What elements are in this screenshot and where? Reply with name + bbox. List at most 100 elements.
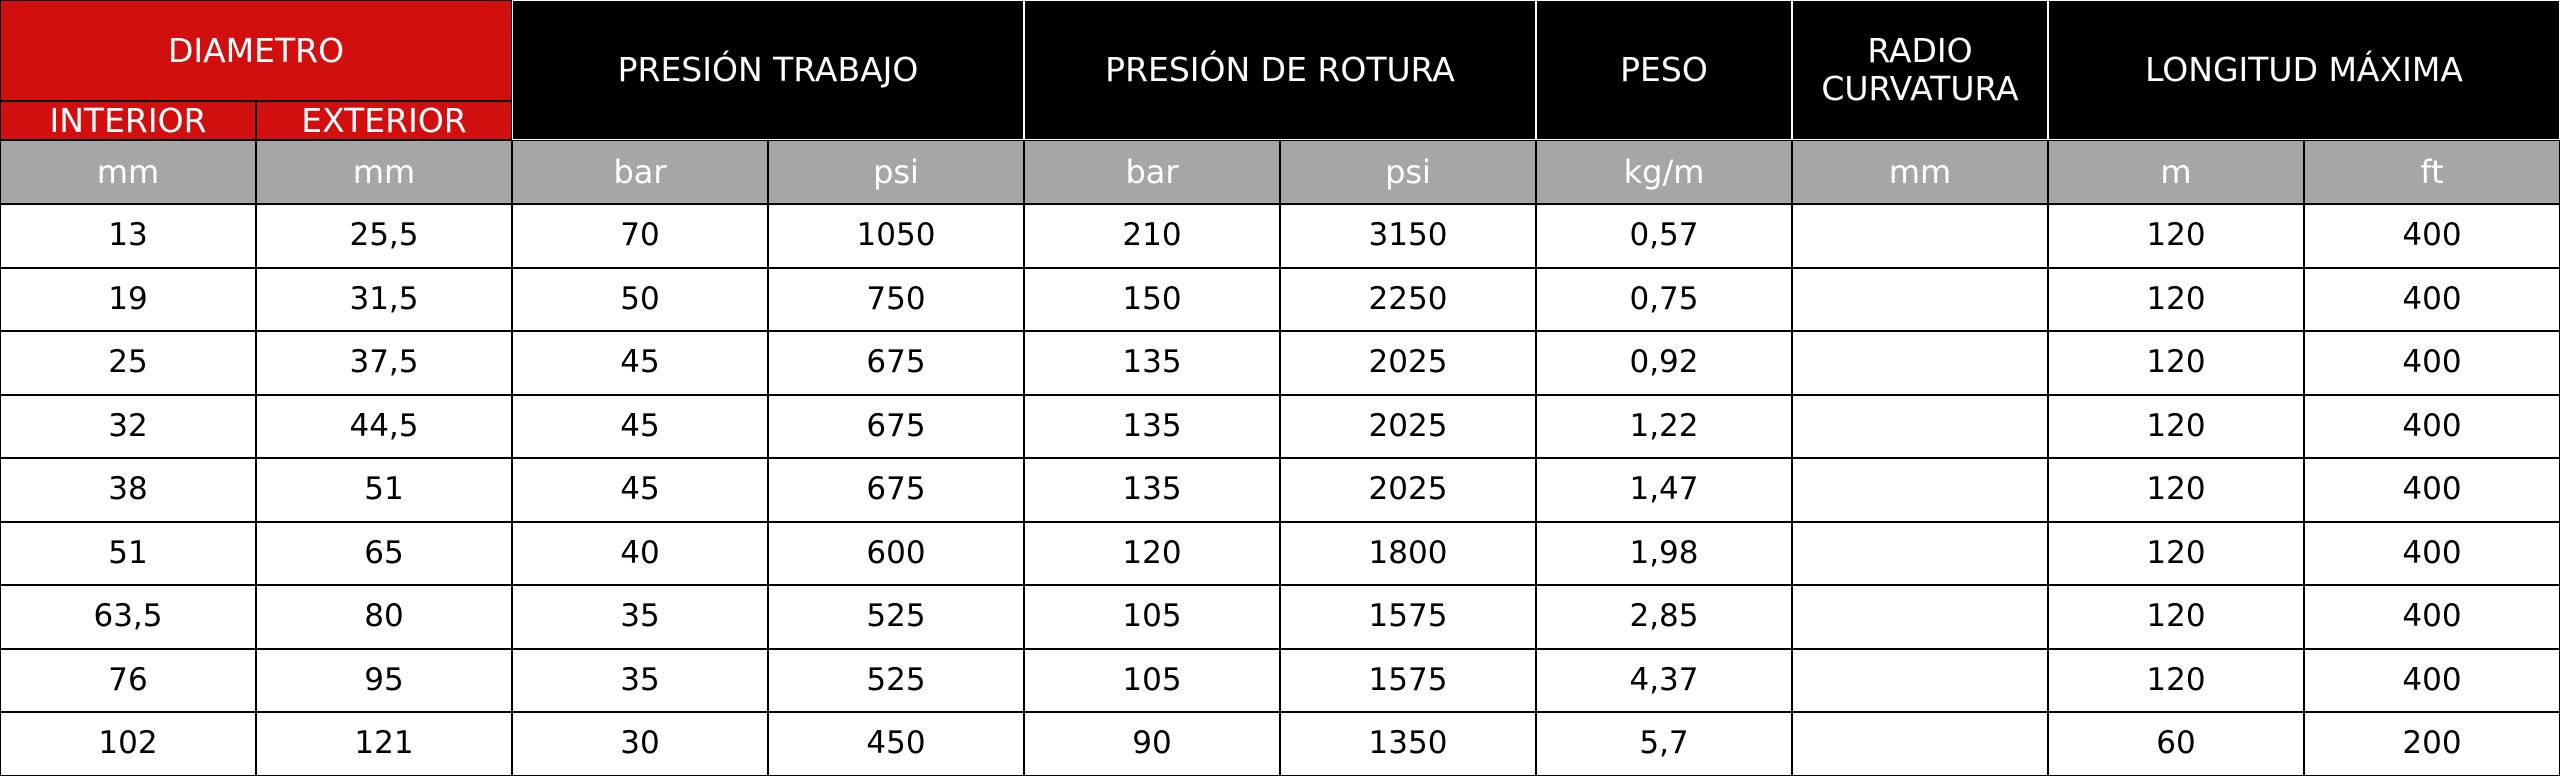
data-cell: 30 (512, 712, 768, 776)
data-cell: 105 (1024, 585, 1280, 649)
data-cell: 750 (768, 267, 1024, 332)
data-cell: 3150 (1280, 204, 1536, 268)
data-cell: 38 (0, 458, 256, 522)
data-cell: 65 (256, 521, 512, 586)
data-cell: 210 (1024, 204, 1280, 268)
group-header: PRESIÓN TRABAJO (512, 0, 1024, 140)
unit-cell: bar (512, 140, 768, 204)
data-cell: 120 (2048, 204, 2304, 268)
data-cell (1792, 712, 2048, 776)
data-cell: 135 (1024, 458, 1280, 522)
data-cell: 102 (0, 712, 256, 776)
data-cell: 2025 (1280, 331, 1536, 395)
data-cell: 120 (1024, 521, 1280, 586)
data-cell: 25 (0, 331, 256, 395)
data-cell: 2025 (1280, 458, 1536, 522)
data-cell: 63,5 (0, 585, 256, 649)
data-cell (1792, 521, 2048, 586)
data-cell: 200 (2304, 712, 2560, 776)
data-cell: 50 (512, 267, 768, 332)
data-cell: 135 (1024, 394, 1280, 459)
data-cell (1792, 331, 2048, 395)
data-cell: 121 (256, 712, 512, 776)
data-cell: 400 (2304, 458, 2560, 522)
data-cell: 0,92 (1536, 331, 1792, 395)
unit-cell: mm (0, 140, 256, 204)
data-cell: 400 (2304, 648, 2560, 713)
data-cell: 19 (0, 267, 256, 332)
data-cell: 675 (768, 458, 1024, 522)
group-header: RADIO CURVATURA (1792, 0, 2048, 140)
data-cell: 400 (2304, 267, 2560, 332)
data-cell: 0,57 (1536, 204, 1792, 268)
data-cell: 31,5 (256, 267, 512, 332)
data-cell: 40 (512, 521, 768, 586)
data-cell: 45 (512, 331, 768, 395)
data-cell (1792, 648, 2048, 713)
data-cell: 120 (2048, 331, 2304, 395)
data-cell: 45 (512, 458, 768, 522)
data-cell: 525 (768, 585, 1024, 649)
data-cell: 120 (2048, 394, 2304, 459)
data-cell: 120 (2048, 521, 2304, 586)
data-cell (1792, 458, 2048, 522)
unit-cell: m (2048, 140, 2304, 204)
data-cell: 1,47 (1536, 458, 1792, 522)
data-cell: 45 (512, 394, 768, 459)
unit-cell: kg/m (1536, 140, 1792, 204)
data-cell: 525 (768, 648, 1024, 713)
data-cell: 1575 (1280, 648, 1536, 713)
data-cell: 5,7 (1536, 712, 1792, 776)
group-header: LONGITUD MÁXIMA (2048, 0, 2560, 140)
data-cell: 0,75 (1536, 267, 1792, 332)
sub-header: EXTERIOR (256, 101, 512, 140)
data-cell: 1,98 (1536, 521, 1792, 586)
data-cell: 2,85 (1536, 585, 1792, 649)
data-cell: 37,5 (256, 331, 512, 395)
data-cell: 35 (512, 648, 768, 713)
data-cell: 675 (768, 331, 1024, 395)
data-cell: 1575 (1280, 585, 1536, 649)
data-cell: 400 (2304, 521, 2560, 586)
data-cell: 1350 (1280, 712, 1536, 776)
data-cell: 135 (1024, 331, 1280, 395)
data-cell: 1050 (768, 204, 1024, 268)
unit-cell: psi (768, 140, 1024, 204)
data-cell: 95 (256, 648, 512, 713)
data-cell: 600 (768, 521, 1024, 586)
data-cell: 51 (0, 521, 256, 586)
data-cell (1792, 204, 2048, 268)
data-cell: 70 (512, 204, 768, 268)
data-cell: 105 (1024, 648, 1280, 713)
data-cell: 32 (0, 394, 256, 459)
data-cell (1792, 394, 2048, 459)
data-cell: 90 (1024, 712, 1280, 776)
data-cell: 150 (1024, 267, 1280, 332)
group-header: PRESIÓN DE ROTURA (1024, 0, 1536, 140)
data-cell: 13 (0, 204, 256, 268)
data-cell (1792, 267, 2048, 332)
data-cell: 400 (2304, 331, 2560, 395)
data-cell (1792, 585, 2048, 649)
data-cell: 450 (768, 712, 1024, 776)
data-cell: 120 (2048, 267, 2304, 332)
data-cell: 44,5 (256, 394, 512, 459)
data-cell: 76 (0, 648, 256, 713)
data-cell: 120 (2048, 648, 2304, 713)
data-cell: 120 (2048, 458, 2304, 522)
unit-cell: mm (1792, 140, 2048, 204)
data-cell: 2025 (1280, 394, 1536, 459)
data-cell: 35 (512, 585, 768, 649)
data-cell: 1,22 (1536, 394, 1792, 459)
data-cell: 120 (2048, 585, 2304, 649)
data-cell: 675 (768, 394, 1024, 459)
unit-cell: ft (2304, 140, 2560, 204)
unit-cell: psi (1280, 140, 1536, 204)
data-cell: 400 (2304, 394, 2560, 459)
group-header: PESO (1536, 0, 1792, 140)
data-cell: 2250 (1280, 267, 1536, 332)
data-cell: 1800 (1280, 521, 1536, 586)
unit-cell: bar (1024, 140, 1280, 204)
data-cell: 25,5 (256, 204, 512, 268)
